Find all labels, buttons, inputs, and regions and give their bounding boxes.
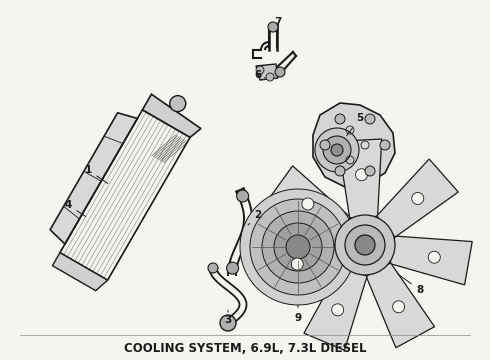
Polygon shape	[377, 159, 458, 237]
Polygon shape	[338, 139, 382, 218]
Circle shape	[335, 166, 345, 176]
Circle shape	[365, 114, 375, 124]
Circle shape	[412, 193, 424, 204]
Circle shape	[320, 140, 330, 150]
Circle shape	[345, 225, 385, 265]
Circle shape	[250, 199, 346, 295]
Circle shape	[323, 136, 351, 164]
Circle shape	[226, 262, 239, 274]
Text: 7: 7	[274, 17, 282, 32]
Circle shape	[274, 223, 322, 271]
Text: 9: 9	[294, 305, 301, 323]
Circle shape	[266, 73, 274, 81]
Circle shape	[365, 166, 375, 176]
Polygon shape	[267, 166, 350, 240]
Circle shape	[392, 301, 405, 313]
Circle shape	[335, 114, 345, 124]
Circle shape	[240, 189, 356, 305]
Circle shape	[380, 140, 390, 150]
Circle shape	[208, 263, 218, 273]
Text: 1: 1	[84, 165, 108, 184]
Circle shape	[331, 144, 343, 156]
Circle shape	[355, 169, 368, 181]
Text: 3: 3	[224, 310, 232, 325]
Circle shape	[286, 235, 310, 259]
Circle shape	[268, 22, 278, 32]
Circle shape	[315, 128, 359, 172]
Text: COOLING SYSTEM, 6.9L, 7.3L DIESEL: COOLING SYSTEM, 6.9L, 7.3L DIESEL	[124, 342, 366, 355]
Circle shape	[275, 67, 285, 77]
Circle shape	[355, 235, 375, 255]
Polygon shape	[143, 94, 201, 137]
Text: 8: 8	[397, 274, 424, 295]
Circle shape	[220, 315, 236, 331]
Circle shape	[291, 258, 303, 270]
Text: 6: 6	[254, 70, 265, 80]
Polygon shape	[304, 265, 367, 350]
Circle shape	[428, 251, 441, 263]
Polygon shape	[52, 253, 108, 291]
Circle shape	[302, 198, 314, 210]
Text: 4: 4	[64, 200, 86, 216]
Circle shape	[332, 304, 343, 316]
Polygon shape	[313, 103, 395, 187]
Circle shape	[256, 66, 264, 74]
Polygon shape	[256, 64, 278, 80]
Polygon shape	[390, 236, 472, 285]
Polygon shape	[50, 113, 137, 244]
Polygon shape	[366, 263, 435, 348]
Circle shape	[262, 211, 334, 283]
Text: 5: 5	[346, 113, 364, 136]
Polygon shape	[258, 239, 342, 294]
Circle shape	[237, 190, 248, 202]
Circle shape	[335, 215, 395, 275]
Text: 2: 2	[248, 210, 262, 225]
Circle shape	[170, 96, 186, 112]
